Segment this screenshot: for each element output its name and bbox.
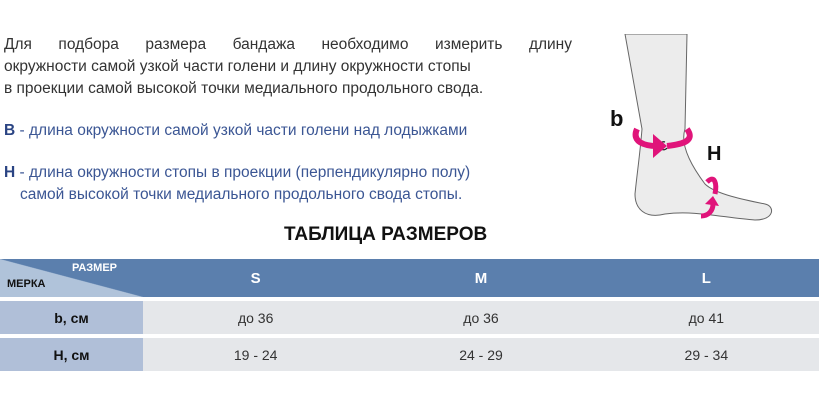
size-header: L: [593, 259, 819, 301]
size-header: S: [143, 259, 369, 301]
table-cell: 29 - 34: [593, 338, 819, 375]
row-label: H, см: [0, 338, 143, 375]
intro-line: Для подбора размера бандажа необходимо и…: [4, 36, 572, 53]
table-cell: 24 - 29: [368, 338, 594, 375]
table-cell: до 36: [368, 301, 594, 338]
table-cell: 19 - 24: [143, 338, 369, 375]
intro-line: в проекции самой высокой точки медиально…: [4, 80, 484, 97]
definition-b: B - длина окружности самой узкой части г…: [4, 120, 467, 142]
table-row: b, см до 36 до 36 до 41: [0, 301, 819, 338]
def-letter: H: [4, 164, 16, 181]
label-h: H: [707, 143, 721, 165]
corner-size-label: РАЗМЕР: [71, 262, 117, 274]
corner-measure-label: МЕРКА: [7, 278, 46, 290]
table-title-text: ТАБЛИЦА РАЗМЕРОВ: [284, 224, 488, 245]
intro-text: Для подбора размера бандажа необходимо и…: [4, 34, 572, 100]
table-header: РАЗМЕР МЕРКА S M L: [0, 259, 819, 301]
arrow-h-icon: [700, 176, 719, 219]
leg-measurement-illustration: b H: [610, 34, 773, 221]
intro-line: окружности самой узкой части голени и дл…: [4, 58, 471, 75]
table-cell: до 36: [143, 301, 369, 338]
table-row: H, см 19 - 24 24 - 29 29 - 34: [0, 338, 819, 375]
def-text: самой высокой точки медиального продольн…: [20, 186, 463, 203]
label-b: b: [610, 106, 623, 131]
size-header: M: [368, 259, 594, 301]
def-text: - длина окружности стопы в проекции (пер…: [15, 164, 471, 181]
table-cell: до 41: [593, 301, 819, 338]
row-label: b, см: [0, 301, 143, 338]
def-letter: B: [4, 122, 16, 139]
corner-cell: РАЗМЕР МЕРКА: [0, 259, 143, 301]
size-table: РАЗМЕР МЕРКА S M L b, см до 36 до 36 до 4…: [0, 259, 819, 375]
definition-h: H - длина окружности стопы в проекции (п…: [4, 162, 470, 206]
def-text: - длина окружности самой узкой части гол…: [15, 122, 468, 139]
